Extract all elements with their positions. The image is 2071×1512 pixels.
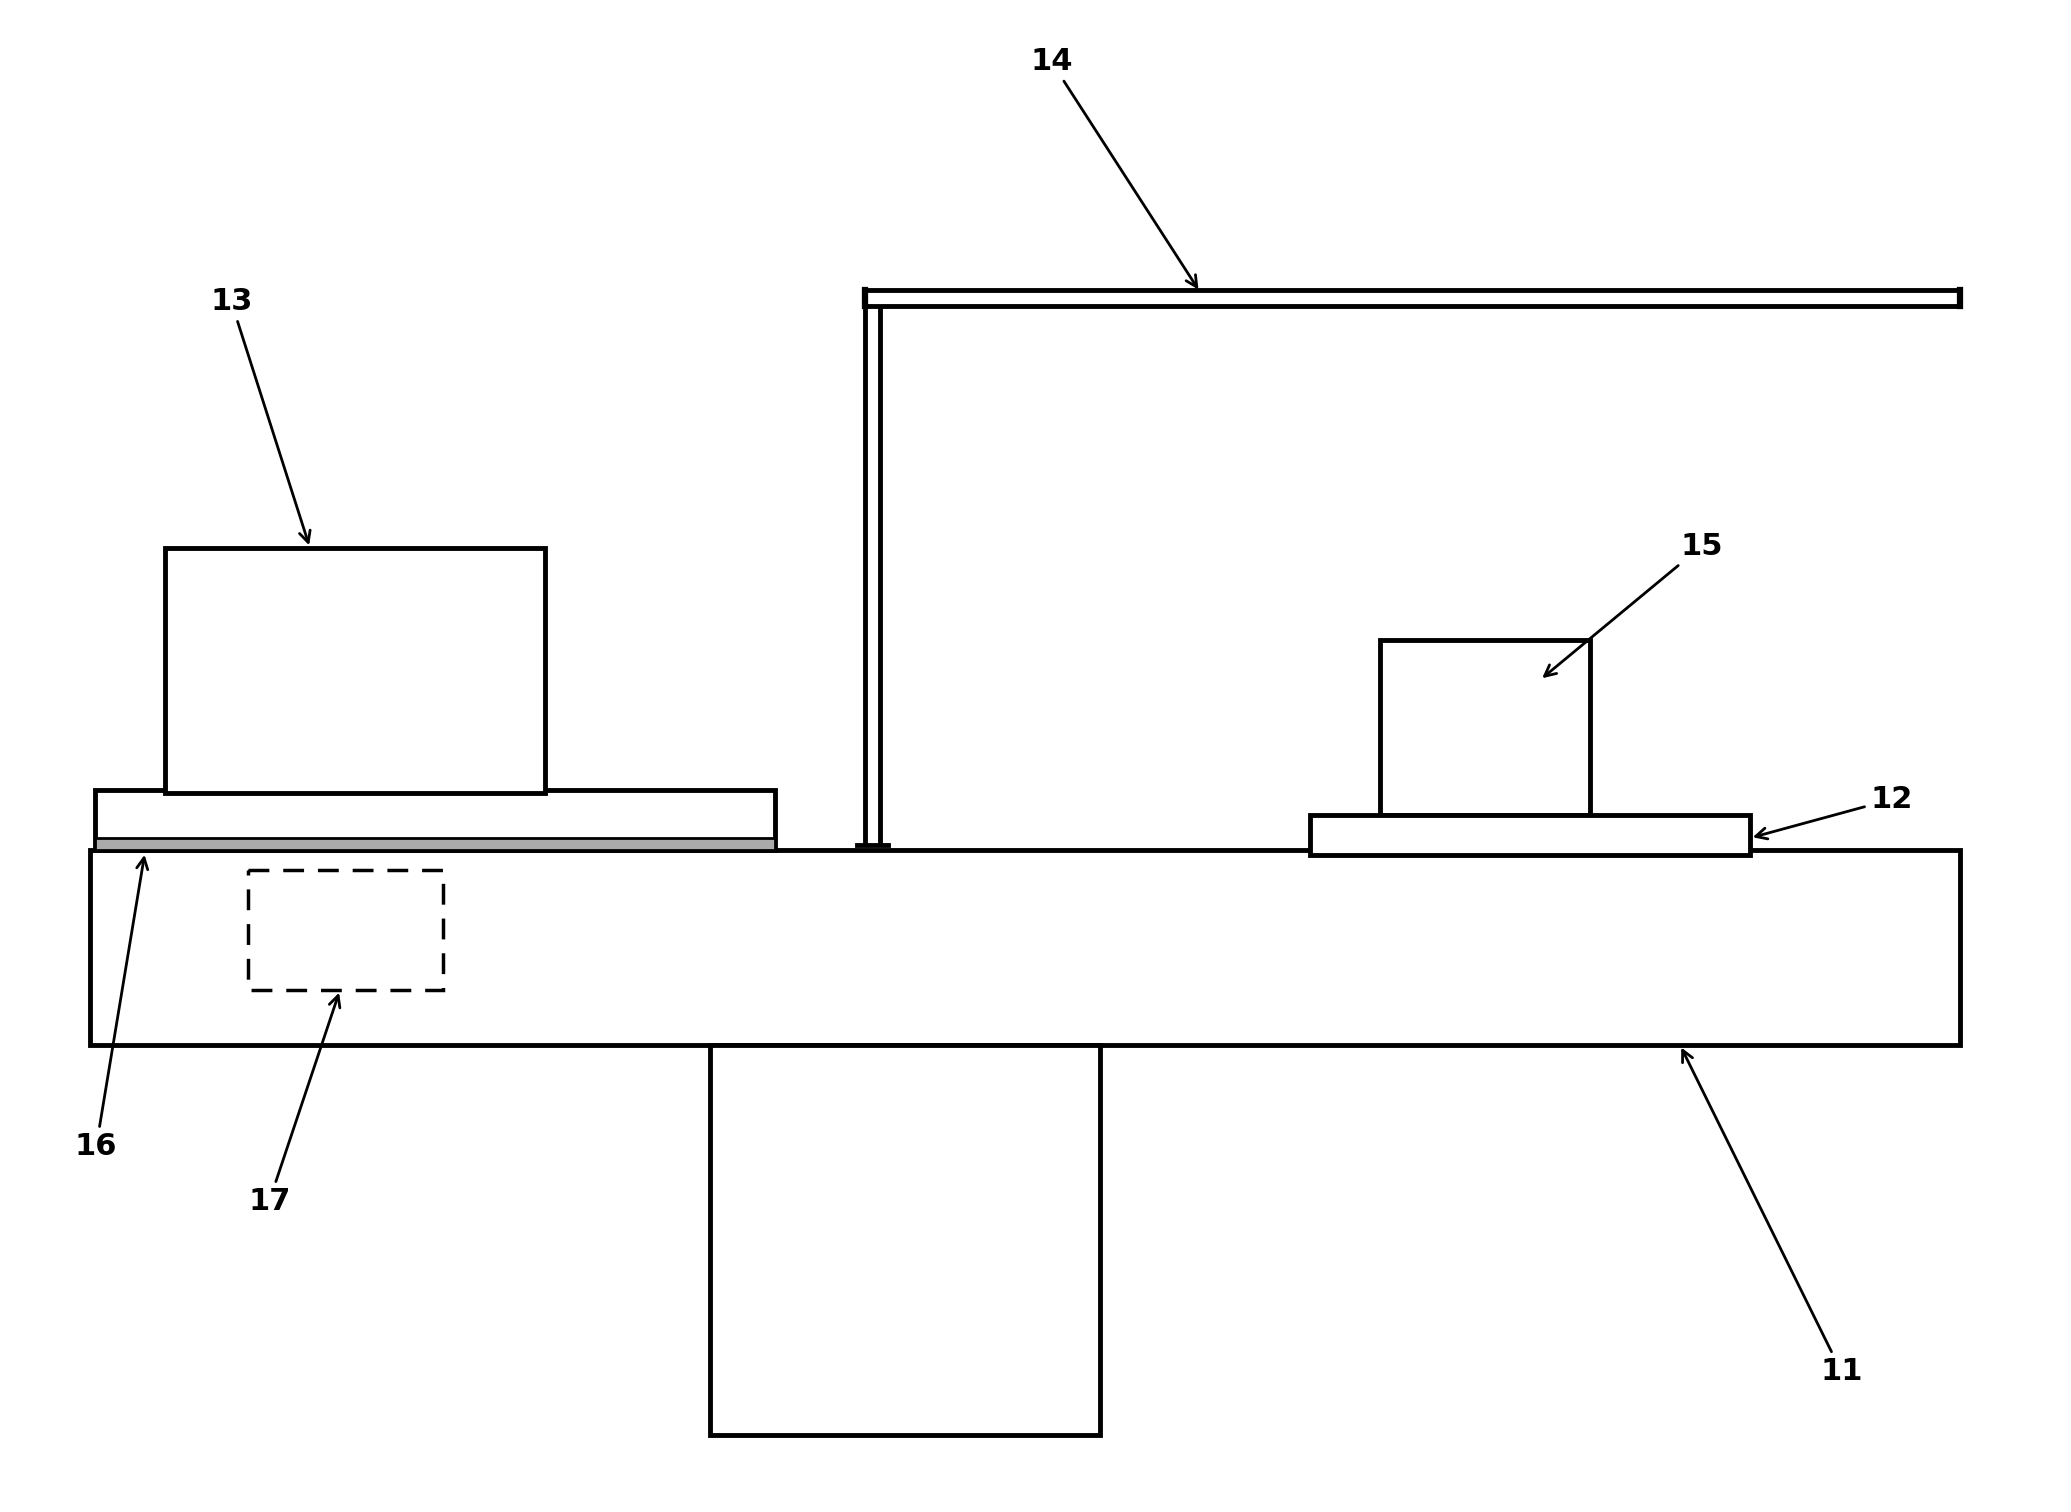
Bar (1311, 815, 1750, 854)
Text: 12: 12 (1756, 785, 1912, 839)
Bar (89, 850, 1959, 1045)
Text: 17: 17 (249, 995, 340, 1216)
Bar (710, 1045, 1100, 1435)
Bar (1379, 640, 1591, 815)
Bar (95, 838, 775, 850)
Bar (95, 789, 775, 850)
Text: 11: 11 (1682, 1051, 1862, 1387)
Bar (249, 869, 443, 990)
Text: 16: 16 (75, 857, 147, 1161)
Bar (166, 547, 545, 792)
Text: 15: 15 (1545, 532, 1723, 676)
Text: 13: 13 (209, 287, 311, 543)
Text: 14: 14 (1029, 47, 1197, 287)
